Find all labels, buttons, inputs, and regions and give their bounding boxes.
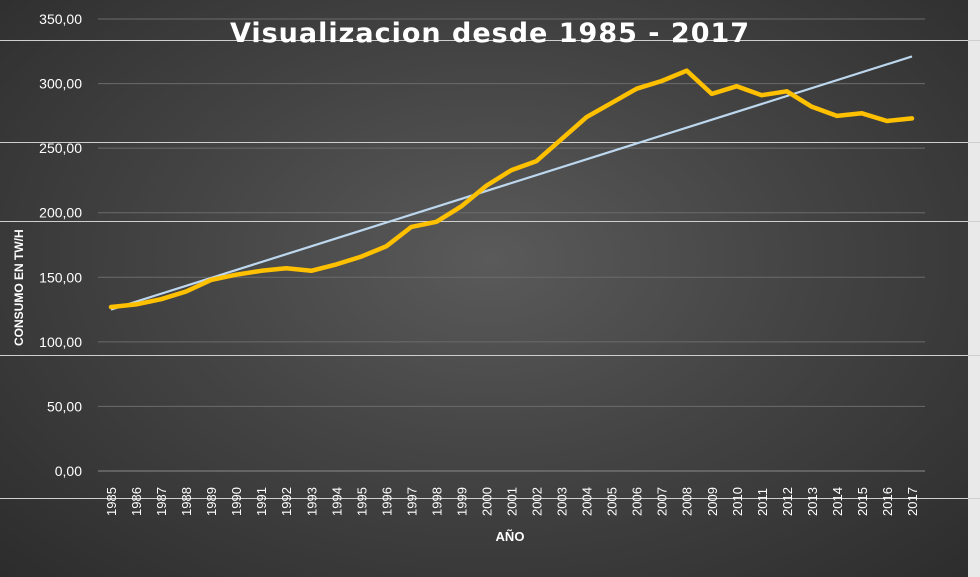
x-tick-label: 1990 [229, 487, 244, 516]
sheet-gridline [0, 221, 980, 222]
x-tick-label: 1987 [154, 487, 169, 516]
x-tick-label: 1989 [204, 487, 219, 516]
x-tick-label: 1992 [279, 487, 294, 516]
series-lines [108, 55, 915, 311]
x-tick-label: 2001 [505, 487, 520, 516]
x-tick-label: 1998 [429, 487, 444, 516]
y-tick-label: 150,00 [39, 269, 82, 285]
x-tick-label: 2006 [630, 487, 645, 516]
y-tick-label: 0,00 [55, 463, 82, 479]
y-tick-label: 250,00 [39, 140, 82, 156]
consumption-series-line [108, 68, 915, 310]
x-tick-label: 1994 [329, 487, 344, 516]
x-tick-label: 2003 [555, 487, 570, 516]
x-tick-label: 1995 [354, 487, 369, 516]
x-tick-label: 2016 [880, 487, 895, 516]
trendline [110, 55, 913, 311]
x-tick-label: 2004 [580, 487, 595, 516]
x-tick-label: 2007 [655, 487, 670, 516]
sheet-gridline [0, 142, 980, 143]
x-tick-label: 2017 [905, 487, 920, 516]
x-tick-label: 2010 [730, 487, 745, 516]
x-tick-label: 1991 [254, 487, 269, 516]
y-tick-labels: 0,00 50,00 100,00 150,00 200,00 250,00 300,00 3… [39, 11, 82, 479]
x-tick-label: 2013 [805, 487, 820, 516]
x-tick-label: 1997 [404, 487, 419, 516]
y-axis-label: CONSUMO EN TW/H [12, 229, 26, 346]
x-tick-label: 1999 [454, 487, 469, 516]
grid-lines [98, 18, 925, 472]
sheet-gridline [0, 355, 980, 356]
sheet-gridline [0, 40, 980, 41]
x-tick-labels: 1985 1986 1987 1988 1989 1990 1991 1992 1993 1994… [104, 487, 920, 516]
chart-title: Visualizacion desde 1985 - 2017 [229, 18, 751, 49]
y-tick-label: 50,00 [47, 398, 82, 414]
x-tick-label: 2015 [855, 487, 870, 516]
x-tick-label: 2008 [680, 487, 695, 516]
x-tick-label: 1996 [379, 487, 394, 516]
y-tick-label: 350,00 [39, 11, 82, 27]
x-tick-label: 1988 [179, 487, 194, 516]
x-tick-label: 1986 [129, 487, 144, 516]
x-tick-label: 2014 [830, 487, 845, 516]
sheet-edge [968, 0, 980, 577]
x-tick-label: 2011 [755, 488, 770, 516]
x-axis-label: AÑO [495, 529, 525, 544]
y-tick-label: 300,00 [39, 76, 82, 92]
sheet-gridline [0, 498, 980, 499]
x-tick-label: 2002 [530, 487, 545, 516]
y-tick-label: 200,00 [39, 205, 82, 221]
y-tick-label: 100,00 [39, 334, 82, 350]
x-tick-label: 1993 [304, 487, 319, 516]
x-tick-label: 2000 [479, 487, 494, 516]
x-tick-label: 2009 [705, 487, 720, 516]
x-tick-label: 2012 [780, 487, 795, 516]
x-tick-label: 2005 [605, 487, 620, 516]
x-tick-label: 1985 [104, 487, 119, 516]
